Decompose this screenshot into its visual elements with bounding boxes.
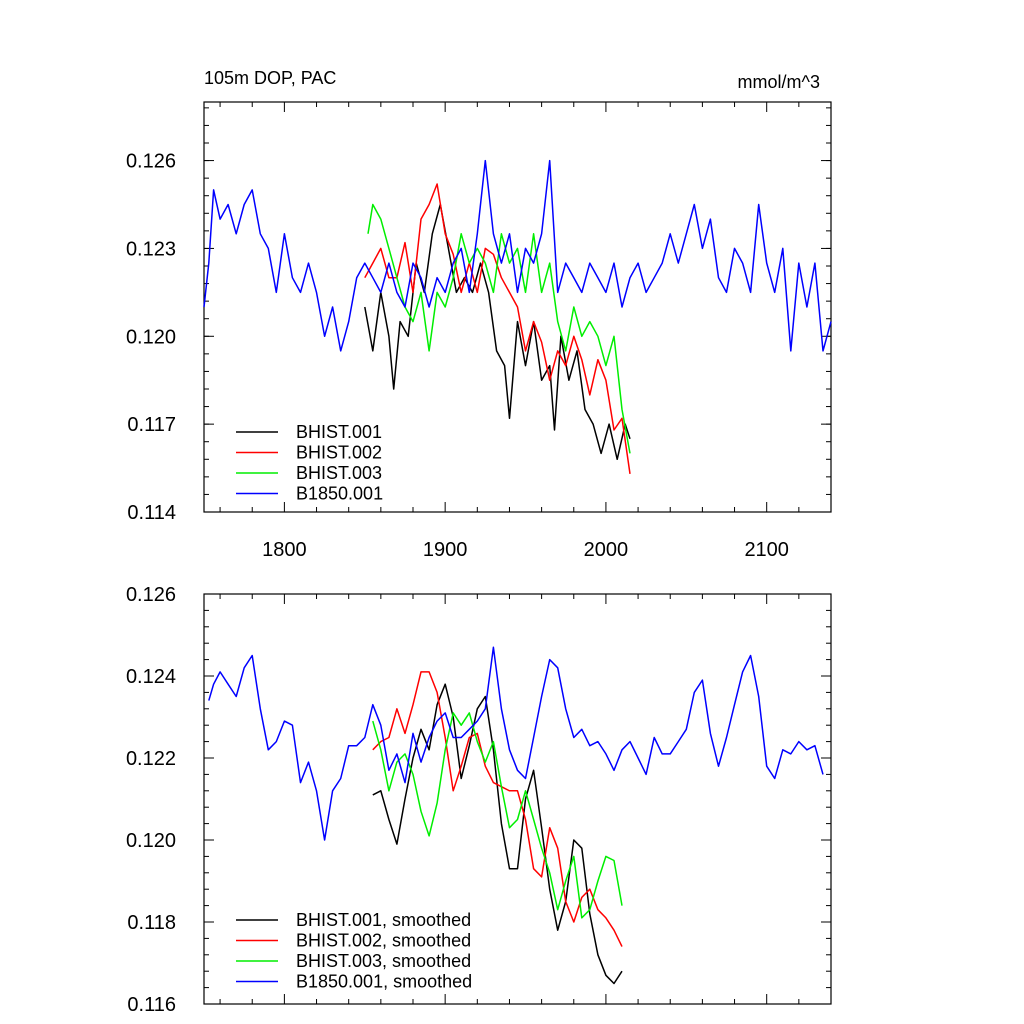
- y-tick-label: 0.118: [127, 912, 176, 934]
- y-tick-label: 0.123: [126, 238, 176, 260]
- legend-label: BHIST.002: [296, 443, 382, 463]
- panel-bottom: 0.116 0.118 0.120 0.122 0.124 0.126 BHIST.001…: [126, 584, 832, 1016]
- panel-top: 105m DOP, PAC mmol/m^3 0.1140.1170.1200.…: [126, 68, 832, 561]
- y-axis-bottom: 0.116 0.118 0.120 0.122 0.124 0.126: [126, 584, 831, 1016]
- y-tick-label: 0.120: [126, 830, 176, 852]
- series-top: [203, 159, 832, 475]
- series-bottom: [208, 646, 824, 985]
- x-axis-top: 1800 1900 2000 2100: [219, 102, 832, 561]
- y-tick-label: 0.126: [126, 151, 176, 173]
- series-line-bhist-001: [364, 203, 631, 461]
- y-tick-label: 0.126: [126, 584, 176, 606]
- series-line-b1850-001-smoothed: [208, 646, 824, 841]
- legend-label: B1850.001: [296, 484, 383, 504]
- legend-label: BHIST.001: [296, 422, 382, 442]
- legend-label: BHIST.001, smoothed: [296, 910, 471, 930]
- legend-label: BHIST.002, smoothed: [296, 931, 471, 951]
- y-tick-label: 0.116: [127, 994, 176, 1016]
- x-tick-label: 2100: [744, 539, 789, 561]
- legend-label: B1850.001, smoothed: [296, 972, 472, 992]
- series-line-bhist-002-smoothed: [372, 671, 623, 947]
- x-axis-bottom: [219, 594, 832, 1004]
- series-line-bhist-001-smoothed: [372, 683, 623, 985]
- title-right: mmol/m^3: [738, 72, 820, 92]
- plot-frame-bottom: [203, 593, 832, 1005]
- series-line-b1850-001: [203, 159, 832, 352]
- legend-label: BHIST.003: [296, 463, 382, 483]
- y-axis-top: 0.114 0.117 0.120 0.123 0.126: [126, 107, 831, 524]
- y-tick-label: 0.117: [127, 414, 176, 436]
- title-left: 105m DOP, PAC: [204, 68, 336, 88]
- series-line-bhist-003: [367, 203, 631, 454]
- y-tick-label: 0.120: [126, 326, 176, 348]
- series-line-bhist-003-smoothed: [372, 712, 623, 919]
- x-tick-label: 1800: [262, 539, 307, 561]
- y-tick-label: 0.124: [126, 666, 176, 688]
- x-tick-label: 2000: [584, 539, 629, 561]
- legend-label: BHIST.003, smoothed: [296, 951, 471, 971]
- y-tick-label: 0.122: [126, 748, 176, 770]
- y-tick-label: 0.114: [127, 502, 176, 524]
- x-tick-label: 1900: [423, 539, 468, 561]
